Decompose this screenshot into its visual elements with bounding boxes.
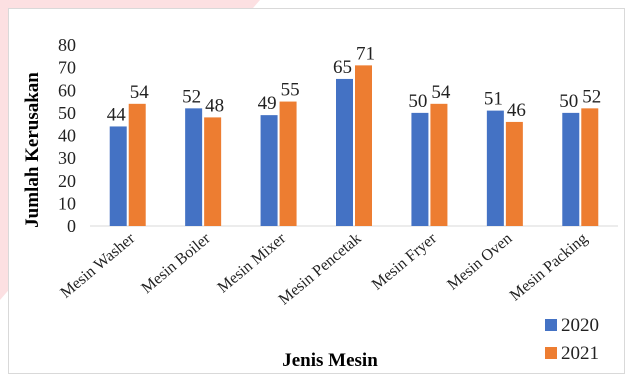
data-label-2021: 46 xyxy=(507,100,526,121)
y-tick-label: 0 xyxy=(67,216,76,236)
bar-2020 xyxy=(109,126,127,226)
bar-2021 xyxy=(430,103,448,226)
bar-2020 xyxy=(411,112,429,226)
category-label: Mesin Mixer xyxy=(215,230,290,297)
data-label-2020: 49 xyxy=(258,93,277,114)
bar-2021 xyxy=(279,101,297,226)
bar-2020 xyxy=(336,78,353,226)
category-label: Mesin Washer xyxy=(57,230,138,302)
data-label-2021: 52 xyxy=(582,86,601,107)
legend: 2020 2021 xyxy=(545,315,599,364)
y-tick-label: 50 xyxy=(58,103,76,123)
data-label-2020: 50 xyxy=(559,91,578,112)
legend-swatch-2021 xyxy=(545,347,557,359)
data-label-2021: 48 xyxy=(205,95,224,116)
bar-2021 xyxy=(204,117,222,226)
bars-group xyxy=(109,65,599,226)
legend-label-2020: 2020 xyxy=(561,315,599,336)
data-label-2020: 65 xyxy=(333,57,352,78)
category-label: Mesin Pencetak xyxy=(276,230,365,308)
y-tick-label: 20 xyxy=(58,171,76,191)
data-label-2021: 54 xyxy=(130,82,150,103)
category-labels: Mesin Washer Mesin Boiler Mesin MixerMesin… xyxy=(57,230,590,309)
category-label: Mesin Oven xyxy=(444,230,515,294)
data-label-2020: 51 xyxy=(484,89,503,110)
y-axis-title: Jumlah Kerusakan xyxy=(22,72,43,228)
data-label-2021: 55 xyxy=(281,80,300,101)
bar-2020 xyxy=(185,108,203,226)
category-label: Mesin Fryer xyxy=(369,230,441,294)
bar-2020 xyxy=(486,110,504,226)
y-tick-label: 80 xyxy=(58,35,76,55)
data-label-2020: 50 xyxy=(408,91,427,112)
bar-2020 xyxy=(260,115,278,226)
bar-2021 xyxy=(505,121,523,226)
y-tick-label: 40 xyxy=(58,126,76,146)
category-label: Mesin Boiler xyxy=(138,230,214,297)
category-label: Mesin Packing xyxy=(507,230,591,304)
y-tick-label: 60 xyxy=(58,80,76,100)
data-label-2021: 54 xyxy=(431,82,451,103)
bar-2021 xyxy=(581,108,599,226)
data-label-2020: 52 xyxy=(182,86,201,107)
legend-swatch-2020 xyxy=(545,319,557,331)
bar-2021 xyxy=(355,65,372,226)
bar-2020 xyxy=(562,112,580,226)
legend-label-2021: 2021 xyxy=(561,343,599,364)
y-tick-label: 30 xyxy=(58,148,76,168)
y-tick-label: 70 xyxy=(58,58,76,78)
bar-2021 xyxy=(128,103,146,226)
data-label-2021: 71 xyxy=(356,43,375,64)
x-axis-title: Jenis Mesin xyxy=(282,350,378,371)
data-label-2020: 44 xyxy=(107,104,127,125)
y-tick-label: 10 xyxy=(58,193,76,213)
